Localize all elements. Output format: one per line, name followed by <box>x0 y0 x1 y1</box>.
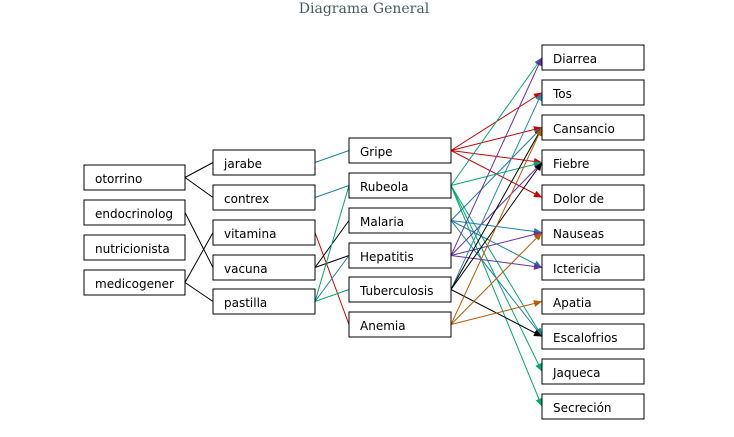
edge-medicogener-vitamina <box>184 232 214 283</box>
edge-pastilla-tuberculosis <box>314 289 350 302</box>
arrowhead-rubeola-jaqueca <box>535 362 542 372</box>
edge-endocrinolog-vacuna <box>184 212 214 268</box>
node-fiebre[interactable]: Fiebre <box>541 149 645 176</box>
page-title: Diagrama General <box>298 1 430 17</box>
node-label-vacuna: vacuna <box>224 262 268 276</box>
node-pastilla[interactable]: pastilla <box>212 288 316 315</box>
node-label-hepatitis: Hepatitis <box>360 250 414 264</box>
node-label-otorrino: otorrino <box>95 172 142 186</box>
node-endocrinolog[interactable]: endocrinolog <box>83 199 186 226</box>
node-label-fiebre: Fiebre <box>553 157 589 171</box>
node-label-secrecion: Secreción <box>553 401 612 415</box>
node-label-rubeola: Rubeola <box>360 180 408 194</box>
edge-tuberculosis-cansancio <box>450 127 543 290</box>
edge-medicogener-pastilla <box>184 282 214 302</box>
node-label-endocrinolog: endocrinolog <box>95 207 173 221</box>
edges-layer <box>184 57 543 407</box>
node-nutricionista[interactable]: nutricionista <box>83 234 186 261</box>
node-label-nauseas: Nauseas <box>553 227 604 241</box>
node-malaria[interactable]: Malaria <box>348 207 452 234</box>
arrowhead-gripe-tos <box>533 92 542 100</box>
node-label-nutricionista: nutricionista <box>95 242 170 256</box>
edge-hepatitis-nauseas <box>450 232 543 256</box>
node-label-dolor: Dolor de <box>553 192 604 206</box>
edge-otorrino-jarabe <box>184 162 214 178</box>
arrowhead-anemia-cansancio <box>535 127 542 137</box>
node-label-jarabe: jarabe <box>223 157 262 171</box>
node-gripe[interactable]: Gripe <box>348 137 452 164</box>
arrowhead-rubeola-secrecion <box>535 397 543 407</box>
node-otorrino[interactable]: otorrino <box>83 164 186 191</box>
edge-rubeola-diarrea <box>450 57 543 186</box>
edge-jarabe-gripe <box>314 150 350 163</box>
node-label-diarrea: Diarrea <box>553 52 597 66</box>
edge-pastilla-rubeola <box>314 185 350 302</box>
node-dolor[interactable]: Dolor de <box>541 184 645 211</box>
node-apatia[interactable]: Apatia <box>541 288 645 315</box>
node-escalofrios[interactable]: Escalofrios <box>541 323 645 350</box>
node-nauseas[interactable]: Nauseas <box>541 219 645 246</box>
arrowhead-anemia-nauseas <box>533 232 542 241</box>
node-label-tuberculosis: Tuberculosis <box>359 284 434 298</box>
node-hepatitis[interactable]: Hepatitis <box>348 242 452 269</box>
node-label-pastilla: pastilla <box>224 296 267 310</box>
node-anemia[interactable]: Anemia <box>348 311 452 338</box>
node-label-escalofrios: Escalofrios <box>553 331 618 345</box>
edge-otorrino-contrex <box>184 177 214 198</box>
node-secrecion[interactable]: Secreción <box>541 393 645 420</box>
node-medicogener[interactable]: medicogener <box>83 269 186 296</box>
edge-malaria-cansancio <box>450 127 543 221</box>
node-label-apatia: Apatia <box>553 296 592 310</box>
edge-tuberculosis-tos <box>450 92 543 290</box>
node-label-tos: Tos <box>552 87 572 101</box>
arrowhead-tuberculosis-fiebre <box>534 162 542 172</box>
edge-contrex-rubeola <box>314 185 350 198</box>
node-ictericia[interactable]: Ictericia <box>541 254 645 281</box>
node-label-gripe: Gripe <box>360 145 393 159</box>
node-label-vitamina: vitamina <box>224 227 276 241</box>
node-contrex[interactable]: contrex <box>212 184 316 211</box>
arrowhead-hepatitis-ictericia <box>533 262 542 270</box>
node-jarabe[interactable]: jarabe <box>212 149 316 176</box>
node-vacuna[interactable]: vacuna <box>212 254 316 281</box>
edge-vacuna-hepatitis <box>314 255 350 268</box>
node-vitamina[interactable]: vitamina <box>212 219 316 246</box>
arrowhead-tuberculosis-escalofrios <box>533 329 542 337</box>
node-label-anemia: Anemia <box>360 319 406 333</box>
arrowhead-hepatitis-diarrea <box>535 57 542 67</box>
node-label-malaria: Malaria <box>360 215 404 229</box>
node-label-medicogener: medicogener <box>95 277 174 291</box>
node-label-jaqueca: Jaqueca <box>552 366 600 380</box>
edge-anemia-cansancio <box>450 127 543 325</box>
edge-hepatitis-diarrea <box>450 57 543 256</box>
edge-anemia-apatia <box>450 301 543 325</box>
node-tos[interactable]: Tos <box>541 79 645 106</box>
node-tuberculosis[interactable]: Tuberculosis <box>348 276 452 303</box>
node-label-ictericia: Ictericia <box>553 262 601 276</box>
node-diarrea[interactable]: Diarrea <box>541 44 645 71</box>
node-label-cansancio: Cansancio <box>553 122 615 136</box>
arrowhead-tuberculosis-tos <box>535 92 542 102</box>
edge-pastilla-hepatitis <box>314 255 350 302</box>
node-rubeola[interactable]: Rubeola <box>348 172 452 199</box>
node-jaqueca[interactable]: Jaqueca <box>541 358 645 385</box>
node-cansancio[interactable]: Cansancio <box>541 114 645 141</box>
node-label-contrex: contrex <box>224 192 269 206</box>
arrowhead-anemia-apatia <box>533 300 542 307</box>
edge-anemia-nauseas <box>450 232 543 325</box>
arrowhead-gripe-dolor <box>533 190 542 198</box>
edge-gripe-cansancio <box>450 127 543 151</box>
